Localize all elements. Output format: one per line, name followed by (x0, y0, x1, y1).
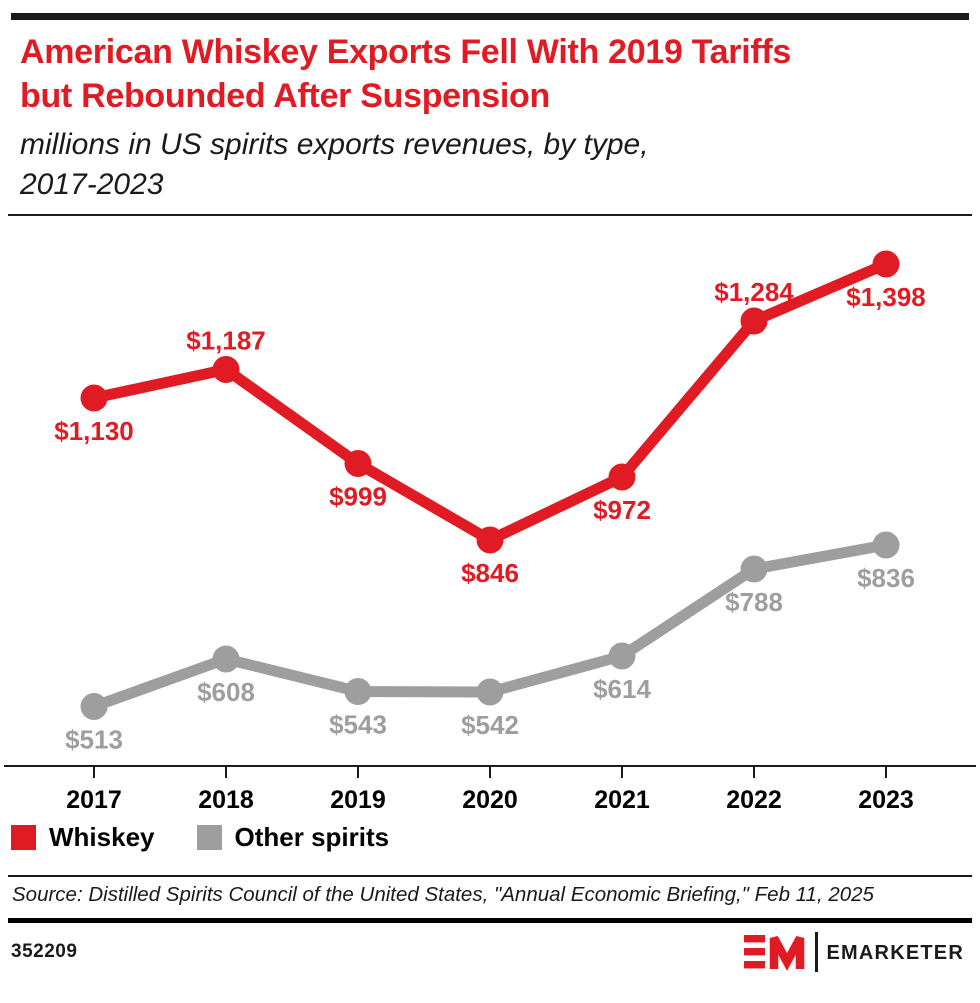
legend-swatch (196, 825, 222, 850)
legend-label: Other spirits (234, 822, 390, 852)
data-point (212, 645, 240, 673)
emarketer-brand: EMARKETER (743, 932, 964, 972)
x-tick-label: 2018 (198, 786, 254, 814)
legend-swatch (11, 825, 36, 850)
legend-item: Whiskey (11, 822, 155, 853)
data-point-label: $513 (65, 725, 123, 755)
data-point (212, 356, 240, 383)
exports-line-chart: 2017 2018 2019 2020 2021 2022 2023 $1,130 $1,187… (4, 250, 976, 814)
x-tick-label: 2019 (330, 786, 386, 814)
chart-subtitle-line-2: 2017-2023 (20, 168, 164, 201)
emarketer-logo-icon (743, 935, 804, 971)
source-note: Source: Distilled Spirits Council of the… (12, 883, 874, 906)
data-point (872, 250, 900, 278)
footer-accent-bar (8, 918, 972, 923)
source-divider (8, 875, 972, 877)
data-point (872, 531, 900, 559)
x-tick-label: 2022 (726, 786, 782, 814)
brand-name: EMARKETER (826, 941, 964, 964)
data-point-label: $846 (461, 558, 519, 588)
chart-id: 352209 (11, 941, 78, 962)
data-point-label: $1,130 (54, 416, 134, 446)
data-point (344, 678, 372, 705)
x-tick-label: 2021 (594, 786, 650, 814)
data-point (740, 307, 768, 335)
data-point (608, 463, 636, 491)
data-point-label: $788 (725, 587, 783, 617)
data-point-label: $608 (197, 677, 255, 707)
chart-title-line-1: American Whiskey Exports Fell With 2019 … (20, 33, 791, 71)
data-point (476, 526, 504, 554)
data-point (80, 384, 108, 412)
x-tick-label: 2020 (462, 786, 518, 814)
footer: 352209 EMARKETER (0, 923, 980, 972)
chart-subtitle-line-1: millions in US spirits exports revenues,… (20, 128, 649, 161)
chart-title-line-2: but Rebounded After Suspension (20, 77, 550, 115)
data-point (476, 678, 504, 706)
data-point (740, 555, 768, 583)
data-point (80, 693, 108, 720)
data-point-label: $836 (857, 563, 915, 593)
chart-subtitle: millions in US spirits exports revenues,… (20, 125, 960, 205)
x-tick-label: 2023 (858, 786, 914, 814)
data-point-label: $1,398 (846, 282, 926, 312)
data-point-label: $972 (593, 495, 651, 525)
legend-item: Other spirits (196, 822, 390, 853)
data-point-label: $1,187 (186, 326, 266, 356)
data-point-label: $999 (329, 482, 387, 512)
brand-divider (814, 932, 818, 972)
legend-label: Whiskey (49, 822, 155, 852)
header-divider (8, 214, 972, 216)
data-point-label: $542 (461, 710, 519, 740)
x-tick-label: 2017 (66, 786, 122, 814)
data-point-label: $543 (329, 710, 387, 740)
chart-legend: Whiskey Other spirits (11, 822, 980, 853)
data-point (608, 642, 636, 670)
data-point (344, 450, 372, 477)
data-point-label: $614 (593, 674, 651, 704)
top-accent-bar (11, 13, 969, 20)
chart-title: American Whiskey Exports Fell With 2019 … (20, 30, 960, 118)
data-point-label: $1,284 (714, 277, 794, 307)
